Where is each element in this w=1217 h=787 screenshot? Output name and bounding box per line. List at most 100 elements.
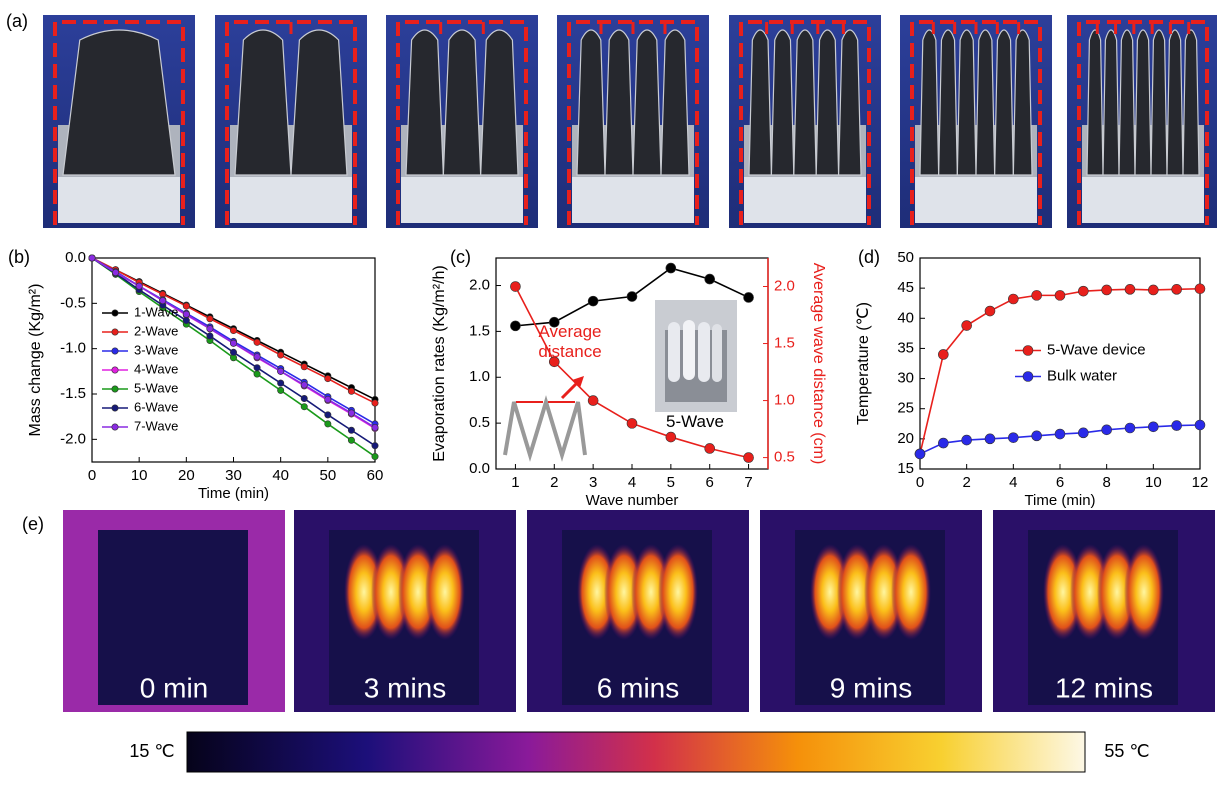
inset-photo — [655, 300, 737, 412]
y-tick-label: -1.0 — [60, 340, 86, 357]
y-tick-label: -1.5 — [60, 385, 86, 402]
fabric-fold — [406, 30, 443, 175]
data-point — [372, 424, 378, 430]
data-point — [160, 297, 166, 303]
y2-tick-label: 1.5 — [774, 335, 795, 352]
x-tick-label: 2 — [550, 474, 558, 491]
data-point — [1148, 422, 1158, 432]
legend-label: Bulk water — [1047, 367, 1117, 384]
fabric-fold — [816, 30, 838, 175]
data-point — [207, 326, 213, 332]
data-point — [230, 340, 236, 346]
data-point — [207, 316, 213, 322]
data-point — [112, 269, 118, 275]
data-point — [183, 317, 189, 323]
foam-base — [744, 175, 866, 223]
data-point — [1032, 431, 1042, 441]
fabric-fold — [920, 30, 939, 175]
data-point — [325, 412, 331, 418]
data-point — [1172, 284, 1182, 294]
data-point — [1078, 428, 1088, 438]
data-point — [1195, 284, 1205, 294]
y-tick-label: 20 — [897, 430, 914, 447]
legend-marker — [112, 310, 118, 316]
fabric-fold — [749, 30, 771, 175]
annotation: 5-Wave — [645, 412, 745, 432]
y-tick-label: 1.0 — [469, 368, 490, 385]
y-tick-label: 40 — [897, 309, 914, 326]
fabric-fold — [976, 30, 995, 175]
y-tick-label: 50 — [897, 249, 914, 266]
fabric-fold — [771, 30, 793, 175]
x-tick-label: 7 — [744, 474, 752, 491]
data-point — [1195, 420, 1205, 430]
hot-fold — [1124, 544, 1164, 640]
y2-tick-label: 1.0 — [774, 392, 795, 409]
x-tick-label: 5 — [667, 474, 675, 491]
foam-base — [572, 175, 694, 223]
fabric-fold — [577, 30, 605, 175]
data-point — [938, 349, 948, 359]
fabric-fold — [661, 30, 689, 175]
data-point — [277, 380, 283, 386]
legend-label: 5-Wave — [134, 380, 178, 395]
legend-marker — [112, 424, 118, 430]
thermal-caption: 6 mins — [597, 672, 679, 703]
data-point — [666, 263, 676, 273]
data-point — [301, 395, 307, 401]
data-point — [666, 432, 676, 442]
arrow — [562, 376, 584, 398]
data-point — [372, 453, 378, 459]
data-point — [348, 427, 354, 433]
hot-fold — [658, 544, 698, 640]
data-point — [325, 396, 331, 402]
foam-base — [401, 175, 523, 223]
thermal-caption: 9 mins — [830, 672, 912, 703]
fabric-fold — [1103, 30, 1119, 175]
x-axis-label: Wave number — [586, 492, 679, 509]
data-point — [348, 437, 354, 443]
data-point — [372, 400, 378, 406]
foam-base — [915, 175, 1037, 223]
y2-tick-label: 0.5 — [774, 449, 795, 466]
data-point — [588, 296, 598, 306]
data-point — [254, 354, 260, 360]
fabric-fold — [481, 30, 518, 175]
legend-label: 7-Wave — [134, 418, 178, 433]
legend-label: 6-Wave — [134, 399, 178, 414]
y-tick-label: 15 — [897, 460, 914, 477]
data-point — [1172, 421, 1182, 431]
figure-canvas: 0 min3 mins6 mins9 mins12 mins 15 ℃ 55 ℃… — [0, 0, 1217, 787]
annotation: Average distance — [525, 322, 615, 362]
y-tick-label: 25 — [897, 400, 914, 417]
y-axis-label: Mass change (Kg/m²) — [27, 284, 44, 437]
y-tick-label: 35 — [897, 339, 914, 356]
data-point — [1055, 429, 1065, 439]
data-point — [1125, 284, 1135, 294]
data-point — [254, 339, 260, 345]
data-point — [183, 311, 189, 317]
fabric-fold — [1135, 30, 1151, 175]
x-tick-label: 1 — [511, 474, 519, 491]
legend-label: 3-Wave — [134, 342, 178, 357]
data-point — [254, 365, 260, 371]
data-point — [277, 387, 283, 393]
colorbar-min: 15 ℃ — [129, 741, 174, 761]
y-tick-label: 2.0 — [469, 276, 490, 293]
data-point — [277, 352, 283, 358]
data-point — [1055, 290, 1065, 300]
y-tick-label: 45 — [897, 279, 914, 296]
panel-label: (e) — [22, 514, 44, 534]
y2-tick-label: 2.0 — [774, 277, 795, 294]
legend-marker — [112, 367, 118, 373]
x-axis-label: Time (min) — [198, 485, 269, 502]
x-tick-label: 0 — [916, 474, 924, 491]
fabric-fold — [939, 30, 958, 175]
data-point — [962, 321, 972, 331]
fabric-fold — [1167, 30, 1183, 175]
x-tick-label: 60 — [367, 467, 384, 484]
fabric-fold — [1087, 30, 1103, 175]
data-point — [627, 418, 637, 428]
y-tick-label: 0.5 — [469, 414, 490, 431]
data-point — [1008, 294, 1018, 304]
